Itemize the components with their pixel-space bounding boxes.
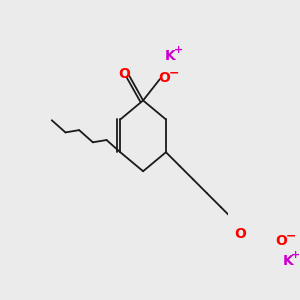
Text: O: O — [118, 67, 130, 81]
Text: −: − — [168, 67, 179, 80]
Text: K: K — [165, 49, 176, 63]
Text: O: O — [234, 227, 246, 242]
Text: +: + — [173, 45, 183, 55]
Text: K: K — [282, 254, 293, 268]
Text: +: + — [291, 250, 300, 260]
Text: −: − — [286, 230, 296, 242]
Text: O: O — [276, 233, 288, 248]
Text: O: O — [158, 70, 170, 85]
